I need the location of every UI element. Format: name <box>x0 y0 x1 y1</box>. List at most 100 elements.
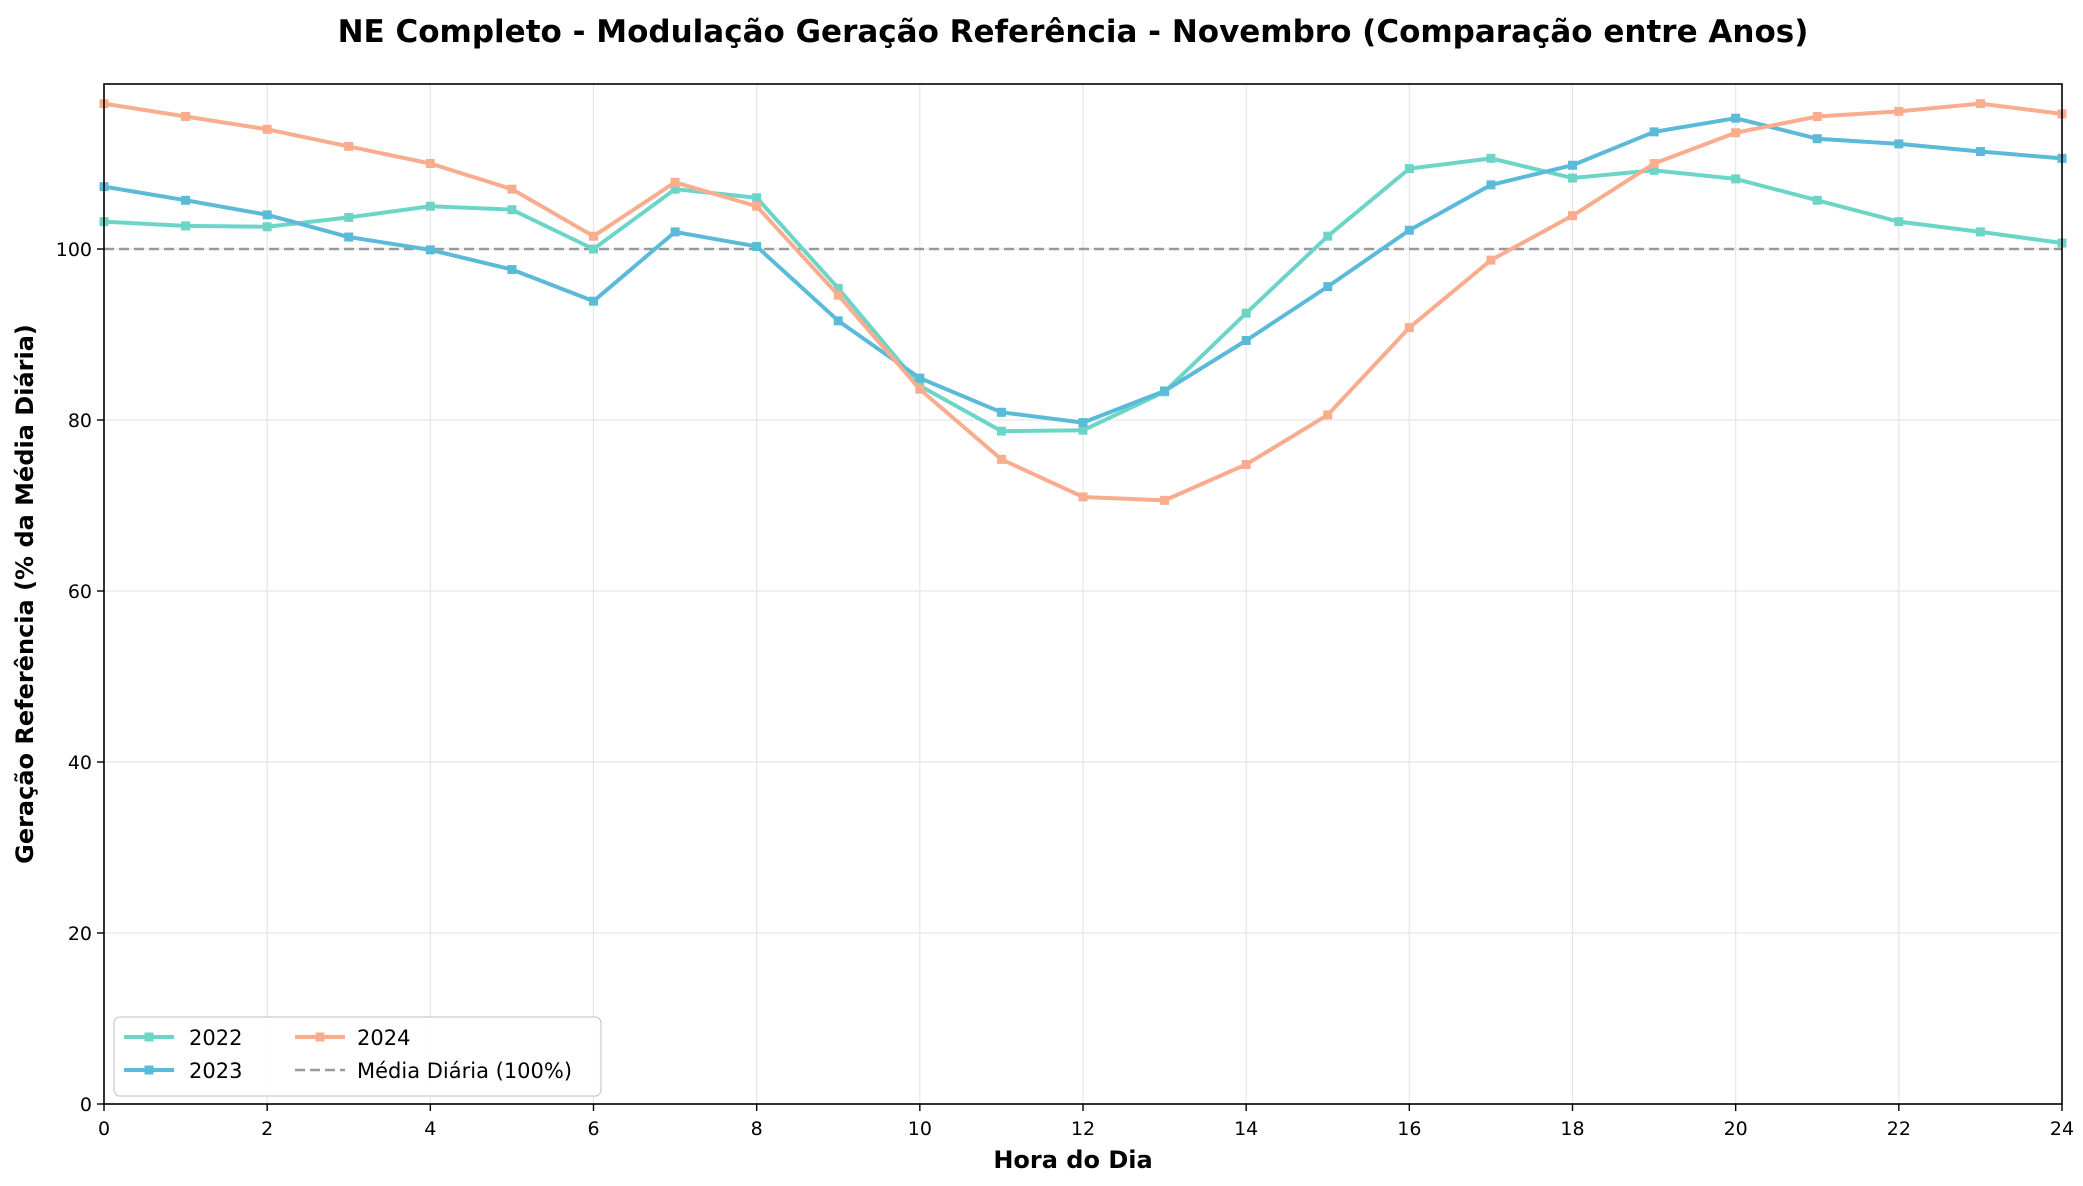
data-point-2024 <box>1486 255 1496 265</box>
data-point-2022 <box>1894 217 1904 227</box>
legend-marker-2024 <box>315 1032 325 1042</box>
data-point-2024 <box>262 124 272 134</box>
x-tick-label: 20 <box>1724 1118 1748 1140</box>
data-point-2022 <box>996 426 1006 436</box>
y-axis-ticks: 0 20 40 60 80 100 <box>56 239 104 1116</box>
data-point-2022 <box>181 221 191 231</box>
legend-marker-2023 <box>144 1065 154 1075</box>
data-point-2023 <box>1241 335 1251 345</box>
data-point-2022 <box>1812 195 1822 205</box>
legend: 2022 2023 2024 Média Diária (100%) <box>113 1016 602 1097</box>
data-point-2023 <box>1649 127 1659 137</box>
legend-label-2023: 2023 <box>189 1059 242 1083</box>
data-point-2022 <box>670 184 680 194</box>
data-point-2024 <box>1731 128 1741 138</box>
data-point-2024 <box>833 290 843 300</box>
data-point-2024 <box>1812 111 1822 121</box>
series-2022 <box>99 153 2067 436</box>
data-point-2022 <box>1649 165 1659 175</box>
y-tick-label: 100 <box>56 239 92 261</box>
data-point-2023 <box>670 227 680 237</box>
data-point-2022 <box>1241 308 1251 318</box>
data-point-2024 <box>1649 159 1659 169</box>
data-point-2022 <box>507 205 517 215</box>
data-point-2022 <box>589 244 598 254</box>
x-tick-label: 2 <box>261 1118 273 1140</box>
data-point-2024 <box>1241 459 1251 469</box>
data-point-2023 <box>1568 160 1577 170</box>
legend-marker-2022 <box>144 1032 154 1042</box>
x-tick-label: 12 <box>1071 1118 1095 1140</box>
data-point-2023 <box>1323 282 1333 292</box>
legend-label-2024: 2024 <box>357 1026 410 1050</box>
legend-label-2022: 2022 <box>189 1026 242 1050</box>
data-point-2024 <box>915 384 925 394</box>
data-point-2022 <box>1323 231 1333 241</box>
data-point-2023 <box>1486 180 1496 190</box>
x-tick-label: 14 <box>1234 1118 1258 1140</box>
data-point-2024 <box>996 454 1006 464</box>
data-point-2022 <box>344 212 354 222</box>
x-tick-label: 0 <box>98 1118 110 1140</box>
x-tick-label: 10 <box>908 1118 932 1140</box>
data-point-2023 <box>915 373 925 383</box>
data-point-2024 <box>589 231 598 241</box>
data-point-2023 <box>1812 134 1822 144</box>
data-point-2024 <box>1323 410 1333 420</box>
data-point-2023 <box>1404 225 1414 235</box>
chart-title: NE Completo - Modulação Geração Referênc… <box>338 14 1809 50</box>
data-point-2022 <box>1486 153 1496 163</box>
x-tick-label: 16 <box>1397 1118 1421 1140</box>
data-point-2023 <box>752 241 762 251</box>
data-point-2024 <box>1568 211 1577 221</box>
y-tick-label: 20 <box>68 923 92 945</box>
data-point-2022 <box>1568 173 1577 183</box>
data-point-2022 <box>1731 174 1741 184</box>
series-2024 <box>99 99 2067 505</box>
data-point-2024 <box>181 111 191 121</box>
data-point-2023 <box>344 232 354 242</box>
y-tick-label: 60 <box>68 581 92 603</box>
legend-label-reference: Média Diária (100%) <box>357 1059 572 1083</box>
series-layer <box>99 99 2067 505</box>
data-point-2024 <box>1894 106 1904 116</box>
data-point-2024 <box>670 177 680 187</box>
x-tick-label: 18 <box>1560 1118 1584 1140</box>
data-point-2022 <box>752 193 762 203</box>
data-point-2023 <box>262 210 272 220</box>
data-point-2023 <box>507 265 517 275</box>
y-tick-label: 80 <box>68 410 92 432</box>
x-axis-ticks: 0 2 4 6 8 10 12 14 16 18 20 22 24 <box>98 1104 2074 1140</box>
y-axis-label: Geração Referência (% da Média Diária) <box>11 324 39 864</box>
data-point-2022 <box>1078 425 1088 435</box>
data-point-2023 <box>833 316 843 326</box>
data-point-2023 <box>1160 386 1170 396</box>
data-point-2023 <box>1078 418 1088 428</box>
data-point-2022 <box>1975 227 1985 237</box>
x-tick-label: 4 <box>424 1118 436 1140</box>
data-point-2024 <box>1078 492 1088 502</box>
data-point-2023 <box>425 245 435 255</box>
data-point-2024 <box>507 184 517 194</box>
legend-box <box>113 1016 602 1097</box>
data-point-2022 <box>833 283 843 293</box>
y-tick-label: 40 <box>68 752 92 774</box>
data-point-2024 <box>1160 495 1170 505</box>
y-tick-label: 0 <box>80 1094 92 1116</box>
data-point-2022 <box>1404 164 1414 174</box>
x-tick-label: 8 <box>751 1118 763 1140</box>
data-point-2023 <box>1975 147 1985 157</box>
x-tick-label: 22 <box>1887 1118 1911 1140</box>
x-axis-label: Hora do Dia <box>993 1146 1152 1174</box>
data-point-2022 <box>262 222 272 232</box>
data-point-2023 <box>589 296 598 306</box>
x-tick-label: 6 <box>587 1118 599 1140</box>
data-point-2024 <box>1404 323 1414 333</box>
x-tick-label: 24 <box>2050 1118 2074 1140</box>
data-point-2022 <box>425 201 435 211</box>
data-point-2023 <box>996 407 1006 417</box>
data-point-2024 <box>1975 99 1985 109</box>
data-point-2023 <box>1894 139 1904 149</box>
